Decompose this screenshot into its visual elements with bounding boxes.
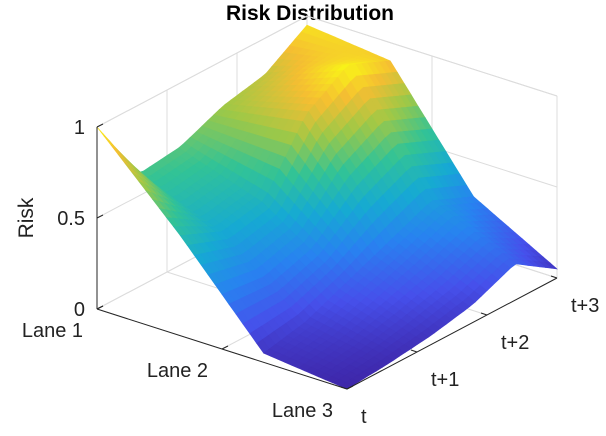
box-top-edge <box>96 15 308 128</box>
axes: 0 0.5 1 Lane 1 Lane 2 Lane 3 t t+1 t+2 t+3 <box>22 117 600 428</box>
time-tick-label: t+2 <box>501 332 529 354</box>
time-tick <box>480 312 488 316</box>
z-tick-label: 0.5 <box>57 208 85 230</box>
time-tick-label: t <box>361 406 367 428</box>
lane-tick-label: Lane 1 <box>22 320 83 342</box>
z-tick-label: 0 <box>74 299 85 321</box>
z-tick <box>96 123 104 128</box>
z-tick <box>96 214 104 219</box>
time-axis-line <box>346 277 558 390</box>
time-tick <box>410 349 418 353</box>
surface-patch <box>110 144 124 160</box>
chart-title: Risk Distribution <box>226 2 394 25</box>
z-axis-label: Risk <box>15 197 38 238</box>
time-tick <box>340 386 348 390</box>
time-tick-label: t+1 <box>431 369 459 391</box>
time-tick <box>550 275 558 279</box>
lane-tick <box>96 305 104 310</box>
time-tick-label: t+3 <box>571 295 599 317</box>
box-top-edge <box>306 15 558 97</box>
z-tick-label: 1 <box>74 117 85 139</box>
lane-tick-label: Lane 3 <box>272 400 333 422</box>
risk-surface <box>96 24 558 390</box>
lane-tick-label: Lane 2 <box>147 360 208 382</box>
lane-tick <box>221 345 229 350</box>
lane-tick <box>346 385 354 390</box>
